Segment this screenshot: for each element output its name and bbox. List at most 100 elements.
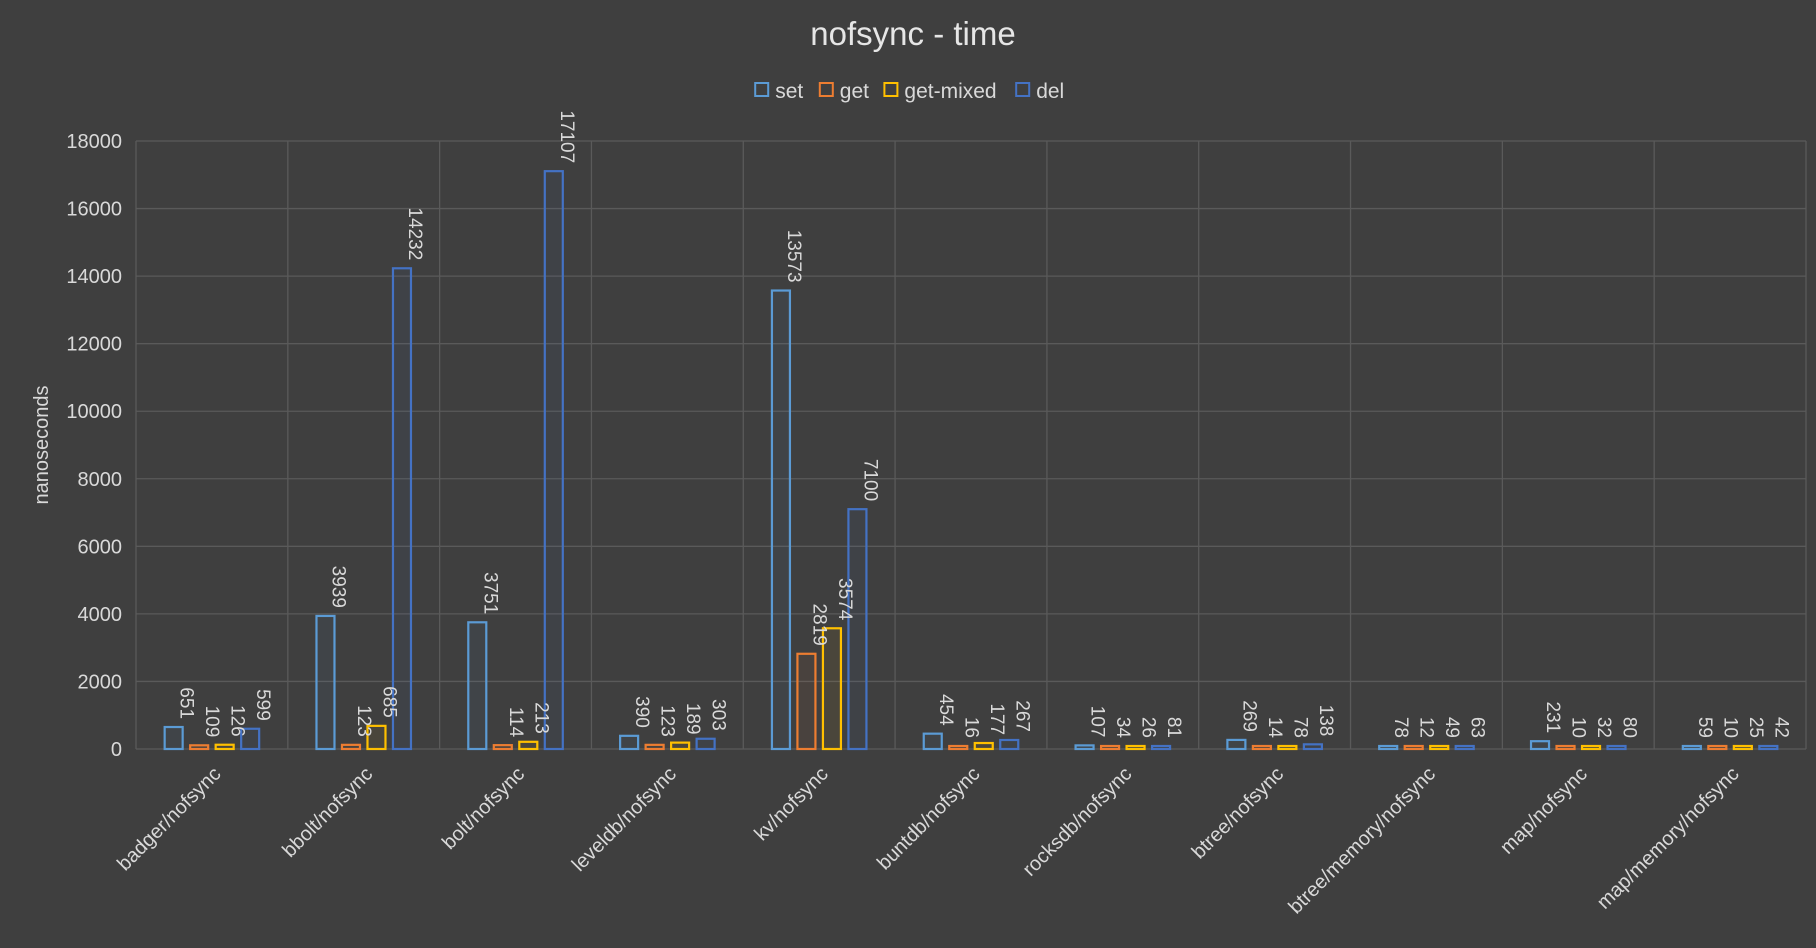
y-tick-label: 8000 xyxy=(78,469,123,491)
data-label-get-mixed: 189 xyxy=(682,703,703,735)
bar-del-bolt-nofsync xyxy=(543,170,564,751)
chart-title: nofsync - time xyxy=(810,15,1015,52)
bar-get-kv-nofsync xyxy=(796,652,817,751)
category-labels: badger/nofsync bbolt/nofsync bolt/nofsync l… xyxy=(113,763,1743,918)
x-tick-label: leveldb/nofsync xyxy=(568,763,681,876)
legend-swatch xyxy=(754,82,770,97)
data-label-set: 651 xyxy=(176,687,197,719)
bar-set-map-memory-nofsync xyxy=(1681,744,1702,751)
data-label-del: 14232 xyxy=(404,207,425,260)
data-label-set: 3751 xyxy=(479,572,500,614)
data-label-del: 81 xyxy=(1163,717,1184,738)
data-label-set: 454 xyxy=(935,694,956,726)
data-label-get-mixed: 26 xyxy=(1138,717,1159,738)
bar-del-kv-nofsync xyxy=(847,508,868,751)
bar-get-leveldb-nofsync xyxy=(644,743,665,751)
bar-get-btree-memory-nofsync xyxy=(1403,744,1424,751)
x-tick-label: btree/memory/nofsync xyxy=(1285,763,1440,918)
bar-set-rocksdb-nofsync xyxy=(1074,744,1095,751)
data-label-set: 390 xyxy=(631,696,652,728)
bar-get-mixed-map-nofsync xyxy=(1580,744,1602,751)
y-tick-label: 14000 xyxy=(66,266,122,288)
bar-get-map-memory-nofsync xyxy=(1707,744,1728,751)
data-label-get-mixed: 78 xyxy=(1289,717,1310,738)
y-tick-label: 16000 xyxy=(66,199,122,221)
bar-get-btree-nofsync xyxy=(1251,744,1272,751)
bar-set-leveldb-nofsync xyxy=(619,734,640,751)
y-tick-label: 18000 xyxy=(66,131,122,153)
bar-get-mixed-btree-nofsync xyxy=(1277,744,1298,751)
y-tick-label: 4000 xyxy=(78,604,123,626)
legend: set get get-mixed del xyxy=(754,80,1064,103)
bar-get-mixed-rocksdb-nofsync xyxy=(1125,744,1146,751)
data-label-get-mixed: 32 xyxy=(1593,717,1614,738)
bar-get-bolt-nofsync xyxy=(492,744,513,751)
legend-label: del xyxy=(1036,80,1064,103)
legend-label: get-mixed xyxy=(904,80,996,103)
y-tick-label: 10000 xyxy=(66,401,122,423)
legend-swatch xyxy=(883,82,899,97)
bar-get-mixed-leveldb-nofsync xyxy=(670,741,691,751)
legend-swatch xyxy=(818,82,834,97)
data-label-del: 63 xyxy=(1467,717,1488,738)
bar-del-map-memory-nofsync xyxy=(1758,744,1779,751)
bar-get-badger-nofsync xyxy=(189,744,210,751)
bar-get-mixed-map-memory-nofsync xyxy=(1732,744,1753,751)
data-label-set: 59 xyxy=(1694,717,1715,738)
bar-del-badger-nofsync xyxy=(240,727,261,751)
bar-del-buntdb-nofsync xyxy=(999,738,1020,751)
bars xyxy=(163,170,1779,751)
data-label-del: 599 xyxy=(252,689,273,721)
bar-set-kv-nofsync xyxy=(770,289,792,751)
legend-label: set xyxy=(775,80,803,103)
legend-label: get xyxy=(840,80,869,103)
bar-get-mixed-badger-nofsync xyxy=(214,743,235,751)
x-tick-label: map/nofsync xyxy=(1496,763,1592,859)
data-label-get: 10 xyxy=(1568,717,1589,738)
bar-get-rocksdb-nofsync xyxy=(1099,744,1121,751)
x-tick-label: bbolt/nofsync xyxy=(278,763,377,862)
legend-item-del: del xyxy=(1015,80,1064,103)
data-label-del: 42 xyxy=(1770,717,1791,738)
data-label-get: 114 xyxy=(505,707,526,738)
bar-get-mixed-kv-nofsync xyxy=(821,627,843,751)
y-axis-label: nanoseconds xyxy=(31,386,53,505)
y-tick-label: 12000 xyxy=(66,334,122,356)
data-label-del: 303 xyxy=(708,699,729,731)
x-tick-label: map/memory/nofsync xyxy=(1593,763,1744,914)
gridlines xyxy=(135,140,1807,750)
x-tick-label: btree/nofsync xyxy=(1188,763,1288,863)
data-label-del: 267 xyxy=(1011,700,1032,732)
bar-get-mixed-buntdb-nofsync xyxy=(973,741,994,751)
data-label-del: 80 xyxy=(1619,717,1640,738)
data-label-get: 12 xyxy=(1416,717,1437,738)
data-label-get: 2819 xyxy=(808,603,829,645)
y-tick-label: 6000 xyxy=(78,536,123,558)
legend-swatch xyxy=(1015,82,1031,97)
data-label-get-mixed: 49 xyxy=(1441,717,1462,738)
bar-get-buntdb-nofsync xyxy=(948,744,969,751)
data-label-get-mixed: 3574 xyxy=(834,578,855,621)
data-label-set: 107 xyxy=(1087,706,1108,738)
data-label-set: 269 xyxy=(1238,700,1259,732)
data-label-set: 231 xyxy=(1542,701,1563,733)
data-label-del: 138 xyxy=(1315,705,1336,737)
data-label-get: 109 xyxy=(201,706,222,738)
bar-set-bolt-nofsync xyxy=(467,621,488,751)
bar-del-rocksdb-nofsync xyxy=(1150,744,1172,751)
data-label-get: 123 xyxy=(657,705,678,737)
bar-del-leveldb-nofsync xyxy=(695,737,716,751)
y-tick-label: 2000 xyxy=(78,671,123,693)
x-tick-label: bolt/nofsync xyxy=(438,763,529,854)
bar-get-mixed-bolt-nofsync xyxy=(518,740,539,751)
bar-get-bbolt-nofsync xyxy=(340,743,362,751)
data-label-del: 7100 xyxy=(859,459,880,501)
bar-set-badger-nofsync xyxy=(163,725,184,751)
bar-get-mixed-bbolt-nofsync xyxy=(366,724,387,751)
bar-del-btree-memory-nofsync xyxy=(1454,744,1475,751)
bar-set-btree-memory-nofsync xyxy=(1378,744,1399,751)
bar-set-btree-nofsync xyxy=(1226,738,1247,751)
x-tick-label: kv/nofsync xyxy=(750,763,832,845)
